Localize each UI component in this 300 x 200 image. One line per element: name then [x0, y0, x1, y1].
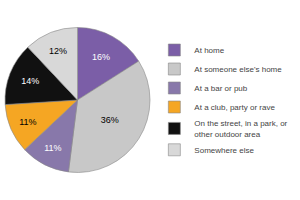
svg-text:36%: 36% — [101, 115, 119, 125]
svg-text:16%: 16% — [92, 52, 110, 62]
svg-text:At a bar or pub: At a bar or pub — [194, 84, 247, 93]
svg-text:11%: 11% — [19, 117, 36, 127]
svg-text:11%: 11% — [44, 143, 61, 153]
svg-text:At a club, party or rave: At a club, party or rave — [194, 103, 275, 112]
svg-text:14%: 14% — [21, 76, 39, 86]
svg-text:On the street, in a park, orot: On the street, in a park, orother outdoo… — [194, 119, 287, 138]
svg-text:Somewhere else: Somewhere else — [194, 146, 254, 155]
svg-text:12%: 12% — [49, 46, 67, 56]
svg-text:At someone else's home: At someone else's home — [194, 65, 282, 74]
svg-text:At home: At home — [194, 46, 224, 55]
